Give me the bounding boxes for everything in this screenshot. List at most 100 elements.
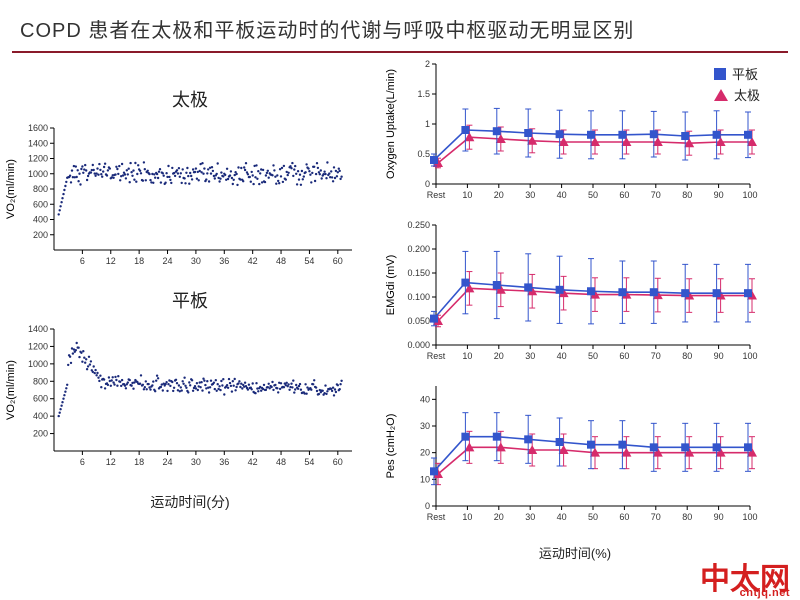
- legend: 平板 太极: [714, 64, 760, 106]
- svg-text:60: 60: [333, 256, 343, 266]
- svg-text:Rest: Rest: [427, 512, 446, 522]
- svg-text:90: 90: [714, 351, 724, 361]
- right-column: 平板 太极 00.511.52Rest102030405060708090100…: [380, 56, 800, 600]
- right-xlabel: 运动时间(%): [380, 543, 770, 562]
- svg-text:12: 12: [106, 256, 116, 266]
- svg-text:30: 30: [420, 421, 430, 431]
- svg-text:80: 80: [682, 512, 692, 522]
- svg-text:VO₂(ml/min): VO₂(ml/min): [5, 360, 17, 420]
- svg-text:20: 20: [420, 448, 430, 458]
- svg-text:36: 36: [219, 457, 229, 467]
- svg-text:36: 36: [219, 256, 229, 266]
- svg-text:1.5: 1.5: [417, 89, 430, 99]
- left-chart-taiji: 200 400 600 800 1000 1200 1400 1600 6 12 18 24 30 36 4…: [0, 122, 380, 277]
- svg-text:1600: 1600: [28, 123, 48, 133]
- svg-text:1000: 1000: [28, 169, 48, 179]
- svg-text:EMGdi (mV): EMGdi (mV): [385, 255, 397, 316]
- svg-text:600: 600: [33, 199, 48, 209]
- svg-text:Rest: Rest: [427, 190, 446, 200]
- svg-text:60: 60: [619, 190, 629, 200]
- right-chart-emg: 0.0000.0500.1000.1500.2000.250Rest102030…: [380, 217, 770, 372]
- svg-text:0: 0: [425, 501, 430, 511]
- svg-text:0.050: 0.050: [407, 316, 430, 326]
- svg-text:0.200: 0.200: [407, 244, 430, 254]
- svg-text:90: 90: [714, 190, 724, 200]
- svg-text:100: 100: [742, 512, 757, 522]
- charts-area: 太极 2004006008001000120014001600612182430…: [0, 56, 800, 600]
- svg-text:30: 30: [191, 256, 201, 266]
- right-chart-o2: 00.511.52Rest102030405060708090100Oxygen…: [380, 56, 770, 211]
- svg-text:100: 100: [742, 351, 757, 361]
- svg-text:10: 10: [462, 190, 472, 200]
- svg-text:400: 400: [33, 215, 48, 225]
- left-panel-treadmill-label: 平板: [0, 287, 380, 313]
- svg-text:80: 80: [682, 351, 692, 361]
- svg-text:1400: 1400: [28, 324, 48, 334]
- left-xlabel: 运动时间(分): [0, 492, 380, 512]
- watermark: 中太网 cntjq.net: [700, 569, 790, 598]
- svg-text:50: 50: [588, 512, 598, 522]
- svg-text:40: 40: [420, 394, 430, 404]
- svg-text:20: 20: [494, 351, 504, 361]
- svg-text:54: 54: [304, 256, 314, 266]
- svg-text:Rest: Rest: [427, 351, 446, 361]
- svg-text:70: 70: [651, 512, 661, 522]
- svg-text:0.250: 0.250: [407, 220, 430, 230]
- svg-text:6: 6: [80, 256, 85, 266]
- svg-text:54: 54: [304, 457, 314, 467]
- svg-text:VO₂(ml/min): VO₂(ml/min): [5, 159, 17, 219]
- svg-text:42: 42: [248, 457, 258, 467]
- svg-text:800: 800: [33, 376, 48, 386]
- legend-label: 太极: [734, 85, 760, 104]
- svg-text:200: 200: [33, 429, 48, 439]
- svg-text:20: 20: [494, 190, 504, 200]
- svg-text:0.100: 0.100: [407, 292, 430, 302]
- svg-text:18: 18: [134, 457, 144, 467]
- legend-label: 平板: [732, 64, 758, 83]
- title-rule: [12, 51, 788, 53]
- svg-text:48: 48: [276, 256, 286, 266]
- svg-text:10: 10: [462, 512, 472, 522]
- svg-text:0: 0: [425, 179, 430, 189]
- svg-text:30: 30: [525, 190, 535, 200]
- svg-text:1: 1: [425, 119, 430, 129]
- svg-text:60: 60: [333, 457, 343, 467]
- svg-text:12: 12: [106, 457, 116, 467]
- svg-text:60: 60: [619, 351, 629, 361]
- svg-text:1200: 1200: [28, 341, 48, 351]
- svg-text:80: 80: [682, 190, 692, 200]
- svg-text:40: 40: [557, 512, 567, 522]
- svg-text:70: 70: [651, 351, 661, 361]
- svg-text:24: 24: [163, 256, 173, 266]
- svg-text:18: 18: [134, 256, 144, 266]
- svg-text:Pes (cmH₂O): Pes (cmH₂O): [385, 414, 397, 479]
- triangle-icon: [714, 89, 728, 101]
- svg-text:0.5: 0.5: [417, 149, 430, 159]
- svg-text:20: 20: [494, 512, 504, 522]
- svg-text:30: 30: [525, 512, 535, 522]
- svg-text:200: 200: [33, 230, 48, 240]
- svg-text:1200: 1200: [28, 154, 48, 164]
- svg-text:48: 48: [276, 457, 286, 467]
- svg-text:40: 40: [557, 351, 567, 361]
- svg-text:1000: 1000: [28, 359, 48, 369]
- svg-text:800: 800: [33, 184, 48, 194]
- svg-text:0.150: 0.150: [407, 268, 430, 278]
- svg-text:400: 400: [33, 411, 48, 421]
- left-panel-taiji-label: 太极: [0, 86, 380, 112]
- svg-text:100: 100: [742, 190, 757, 200]
- svg-text:24: 24: [163, 457, 173, 467]
- svg-text:1400: 1400: [28, 138, 48, 148]
- svg-text:30: 30: [525, 351, 535, 361]
- legend-row: 太极: [714, 85, 760, 104]
- legend-row: 平板: [714, 64, 760, 83]
- svg-text:10: 10: [462, 351, 472, 361]
- svg-text:42: 42: [248, 256, 258, 266]
- svg-text:6: 6: [80, 457, 85, 467]
- svg-text:90: 90: [714, 512, 724, 522]
- svg-text:10: 10: [420, 474, 430, 484]
- svg-text:Oxygen Uptake(L/min): Oxygen Uptake(L/min): [385, 69, 397, 179]
- svg-text:70: 70: [651, 190, 661, 200]
- svg-text:50: 50: [588, 190, 598, 200]
- left-column: 太极 200 400 600 800 1000 1200 1400 1600 6 12 18 24 30…: [0, 56, 380, 600]
